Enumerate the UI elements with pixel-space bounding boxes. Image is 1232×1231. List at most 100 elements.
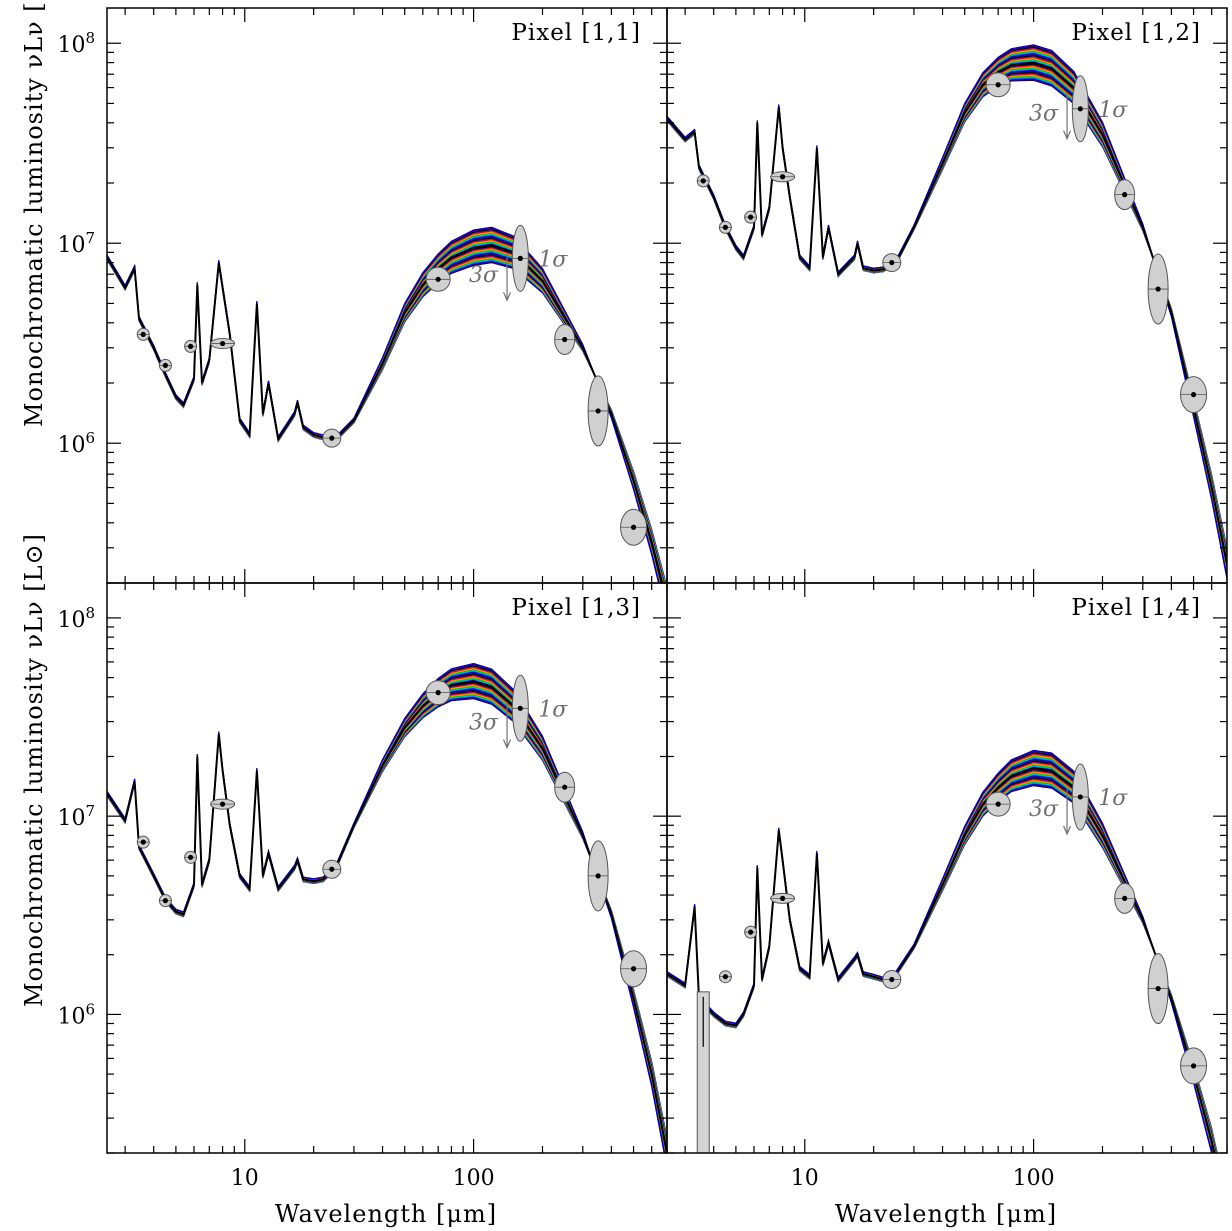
model-curve-58 [107, 664, 665, 1153]
model-curve-9 [107, 257, 666, 583]
model-curve-54 [107, 666, 666, 1153]
model-curve-2 [107, 259, 667, 583]
model-curve-23 [107, 248, 664, 583]
model-curve-46 [107, 671, 666, 1153]
model-curve-18 [107, 251, 665, 583]
best-fit-curve [107, 680, 667, 1153]
model-curve-1 [107, 259, 667, 583]
model-curve-59 [107, 227, 660, 583]
model-curve-37 [667, 58, 1227, 568]
photometry-dot-10 [1190, 392, 1197, 398]
model-curve-41 [107, 674, 667, 1153]
model-curve-44 [667, 53, 1227, 571]
model-curve-45 [667, 53, 1227, 572]
model-curve-48 [107, 670, 666, 1153]
model-curve-17 [107, 252, 665, 583]
model-curve-15 [107, 253, 665, 583]
model-curve-27 [667, 64, 1227, 562]
model-curve-38 [107, 676, 667, 1153]
best-fit-curve [667, 766, 1216, 1153]
photometry-dot-7 [517, 705, 523, 711]
model-curve-25 [667, 65, 1227, 561]
x-tick-label-10: 10 [231, 1166, 259, 1191]
photometry-dot-3 [188, 343, 194, 349]
photometry-dot-8 [562, 784, 568, 790]
model-curve-43 [107, 236, 662, 583]
model-curve-52 [107, 667, 666, 1153]
panel-title: Pixel [1,3] [511, 595, 641, 621]
model-curve-3 [107, 259, 667, 583]
axis-ticks [667, 583, 1228, 1154]
model-curve-55 [667, 47, 1227, 577]
model-curve-10 [107, 256, 666, 583]
model-curve-26 [107, 247, 664, 583]
photometry-dot-8 [562, 336, 568, 343]
model-curve-35 [107, 677, 667, 1153]
photometry-dot-1 [722, 974, 729, 980]
model-curve-29 [667, 62, 1227, 563]
y-tick-label-10^7: 107 [57, 229, 95, 258]
model-curve-15 [667, 71, 1227, 556]
model-curve-41 [667, 55, 1227, 570]
model-curve-27 [107, 246, 664, 583]
photometry-dot-1 [140, 839, 146, 845]
plot-area [667, 749, 1218, 1153]
model-curve-21 [107, 250, 664, 583]
model-curve-17 [667, 70, 1227, 557]
photometry-dot-8 [1122, 192, 1128, 198]
model-curve-51 [667, 49, 1227, 575]
model-curve-36 [667, 58, 1227, 567]
model-curve-20 [107, 250, 664, 583]
photometry-dot-9 [595, 873, 601, 879]
model-curve-37 [107, 676, 667, 1153]
y-tick-label-10^8: 108 [57, 29, 95, 58]
three-sigma-label: 3σ [1029, 797, 1059, 822]
model-curve-50 [667, 50, 1227, 574]
model-curve-49 [107, 233, 661, 583]
model-curve-40 [667, 56, 1227, 569]
panel-title: Pixel [1,1] [511, 20, 641, 46]
y-tick-label-10^7: 107 [57, 802, 95, 831]
photometry-dot-8 [1155, 985, 1161, 992]
model-curve-19 [107, 251, 665, 583]
three-sigma-label: 3σ [1029, 102, 1059, 127]
model-curve-46 [667, 52, 1227, 572]
model-curve-56 [667, 752, 1213, 1153]
model-curve-6 [107, 259, 666, 583]
model-curve-20 [667, 68, 1227, 559]
photometry-dot-2 [722, 224, 729, 230]
model-curve-36 [107, 241, 662, 583]
model-curve-60 [667, 44, 1227, 580]
model-curve-57 [107, 228, 660, 583]
photometry-dot-9 [1190, 1063, 1197, 1069]
model-curve-45 [107, 235, 661, 583]
plot-area [667, 44, 1227, 580]
panel-1-2: 3σ 1σ Pixel [1,2] [666, 7, 1228, 584]
model-curve-31 [667, 61, 1227, 564]
photometry-dot-6 [995, 82, 1001, 88]
photometry-dot-4 [219, 340, 226, 347]
x-tick-label-100: 100 [1013, 1166, 1055, 1191]
best-fit-curve [107, 243, 664, 583]
model-curve-39 [107, 239, 662, 583]
photometry-dot-4 [779, 174, 786, 180]
photometry-dot-10 [630, 524, 637, 530]
photometry-dot-5 [995, 801, 1001, 807]
model-curve-14 [667, 72, 1227, 556]
panel-title: Pixel [1,4] [1071, 595, 1201, 621]
y-tick-label-10^8: 108 [57, 604, 95, 633]
model-curve-41 [107, 238, 662, 583]
model-curve-22 [107, 249, 664, 583]
model-curve-38 [667, 57, 1227, 568]
photometry-dot-9 [1155, 286, 1161, 292]
model-curve-37 [107, 240, 662, 583]
panel-frame [666, 7, 1228, 584]
model-curve-32 [107, 243, 663, 583]
model-curve-21 [667, 67, 1227, 559]
model-curve-46 [107, 235, 661, 583]
model-curve-30 [107, 244, 663, 583]
one-sigma-label: 1σ [1098, 98, 1128, 123]
photometry-dot-9 [595, 408, 601, 414]
model-curve-53 [667, 753, 1213, 1153]
